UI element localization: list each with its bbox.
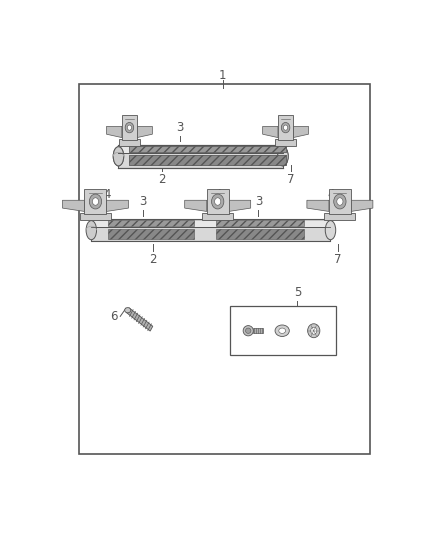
Bar [253,328,263,333]
Text: 4: 4 [282,115,290,127]
Polygon shape [185,200,207,212]
Ellipse shape [275,325,290,336]
Text: 5: 5 [294,286,301,298]
Polygon shape [91,227,331,241]
Text: 4: 4 [214,189,222,201]
Bar [85,189,106,214]
Bar [278,115,293,140]
Ellipse shape [113,147,124,166]
Ellipse shape [278,147,288,166]
Bar [207,189,229,214]
Circle shape [92,198,99,205]
Circle shape [283,125,288,130]
Ellipse shape [243,326,253,336]
Bar [202,213,233,220]
Circle shape [281,123,290,133]
Ellipse shape [125,308,131,313]
Bar [325,213,355,220]
Bar [122,115,137,140]
Text: 3: 3 [177,121,184,134]
Ellipse shape [325,221,336,240]
Polygon shape [307,200,329,212]
Text: 4: 4 [328,189,335,201]
Polygon shape [118,153,283,167]
Circle shape [215,198,221,205]
Circle shape [334,194,346,209]
Text: 7: 7 [287,173,294,185]
Circle shape [337,198,343,205]
Polygon shape [106,200,128,212]
Bar [119,139,140,146]
Polygon shape [118,153,283,167]
Text: 7: 7 [335,253,342,266]
Polygon shape [127,308,153,331]
Circle shape [89,194,102,209]
Text: 3: 3 [255,196,262,208]
Bar [78,84,371,454]
Ellipse shape [246,328,251,334]
Polygon shape [91,219,331,227]
Text: 3: 3 [139,196,147,208]
Polygon shape [351,200,373,212]
Bar [216,220,304,226]
Circle shape [125,123,134,133]
Ellipse shape [307,324,320,338]
Bar [216,229,304,239]
Circle shape [212,194,224,209]
Text: 2: 2 [158,173,166,185]
Bar [130,146,286,152]
Bar [130,155,286,165]
Polygon shape [293,126,308,138]
Ellipse shape [311,327,317,334]
Polygon shape [106,126,122,138]
Text: 1: 1 [219,69,226,82]
Bar [108,220,194,226]
Polygon shape [137,126,152,138]
Bar [329,189,351,214]
Circle shape [127,125,131,130]
Bar [230,306,336,356]
Polygon shape [263,126,278,138]
Bar [130,155,286,165]
Text: 4: 4 [104,189,111,201]
Text: 6: 6 [110,310,118,323]
Bar [80,213,111,220]
Ellipse shape [113,147,124,166]
Polygon shape [118,145,283,153]
Ellipse shape [86,221,96,240]
Bar [275,139,296,146]
Ellipse shape [279,328,286,334]
Bar [108,229,194,239]
Bar [130,146,286,152]
Text: 4: 4 [126,115,133,127]
Text: 2: 2 [149,253,157,266]
Polygon shape [118,145,283,153]
Ellipse shape [278,147,288,166]
Polygon shape [229,200,251,212]
Polygon shape [63,200,85,212]
